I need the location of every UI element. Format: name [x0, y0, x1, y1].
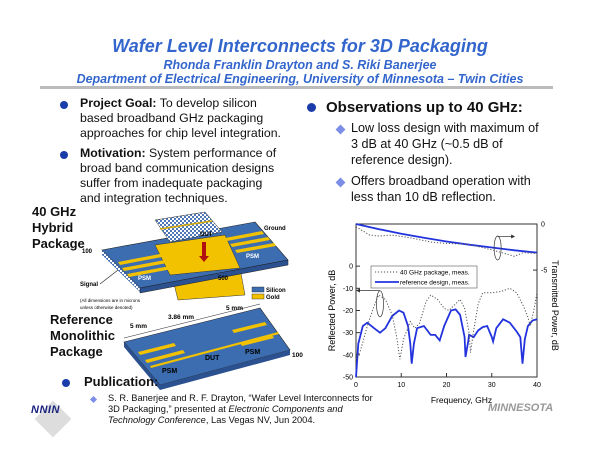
dimension-label: 100 [82, 249, 93, 255]
motivation-label: Motivation: [80, 146, 146, 160]
y-axis-label: Reflected Power, dB [327, 270, 337, 352]
text: suffer from inadequate packaging [80, 176, 263, 190]
reference-package-drawing: 5 mm 3.86 mm 5 mm 100 DUT PSM PSM [123, 303, 303, 390]
department: Department of Electrical Engineering, Un… [76, 72, 524, 86]
text: Hybrid [32, 220, 74, 235]
text: 3D Packaging,” presented at [108, 404, 229, 414]
text: broad band communication designs [80, 161, 275, 175]
legend-label: reference design, meas. [400, 280, 470, 287]
package-diagram: DUT PSM PSM Ground 100 500 Signal Silico… [80, 211, 303, 390]
reference-package-label: Reference Monolithic Package [50, 312, 115, 360]
poster-title: Wafer Level Interconnects for 3D Packagi… [112, 36, 488, 56]
text: Monolithic [50, 328, 115, 343]
arrow-icon [202, 242, 206, 256]
series-line [355, 287, 538, 360]
x-tick-label: 20 [443, 382, 451, 389]
text: Reference [50, 312, 113, 327]
hybrid-package-drawing: DUT PSM PSM Ground 100 500 Signal Silico… [80, 211, 289, 310]
minnesota-logo: MINNESOTA [488, 402, 554, 414]
series-line [355, 308, 538, 378]
note: unless otherwise denoted) [80, 305, 133, 310]
text: 40 GHz [32, 204, 77, 219]
dimension-label: 3.86 mm [168, 314, 194, 321]
observations-heading: Observations up to 40 GHz: [326, 99, 523, 116]
diamond-bullet-icon [89, 395, 98, 404]
arrow-icon [511, 234, 516, 239]
psm-label: PSM [162, 368, 177, 375]
arrow-icon [356, 288, 360, 293]
y-tick-label: -30 [343, 330, 353, 337]
legend-label: 40 GHz package, meas. [400, 270, 470, 277]
x-tick-label: 0 [354, 382, 358, 389]
text: , Las Vegas NV, Jun 2004. [205, 415, 316, 425]
text: Offers broadband operation with [351, 174, 531, 188]
psm-label: PSM [246, 254, 259, 260]
divider [40, 86, 553, 89]
dut-label: DUT [205, 355, 220, 362]
psm-label: PSM [138, 276, 151, 282]
publication-label: Publication: [84, 374, 159, 389]
authors: Rhonda Franklin Drayton and S. Riki Bane… [163, 58, 437, 72]
annotation-ellipse [493, 235, 502, 261]
legend-silicon: Silicon [266, 288, 286, 294]
text: Technology Conference [108, 415, 206, 425]
text: To develop silicon [159, 96, 257, 110]
text: and integration techniques. [80, 191, 228, 205]
text: less than 10 dB reflection. [351, 190, 496, 204]
diamond-bullet-icon [335, 124, 346, 135]
text: System performance of [149, 146, 277, 160]
hybrid-package-label: 40 GHz Hybrid Package [32, 204, 85, 252]
y2-tick-label: -5 [541, 268, 547, 275]
series-line [355, 223, 538, 254]
y-tick-label: -50 [343, 375, 353, 382]
annotation-ellipse [376, 290, 384, 318]
text: approaches for chip level integration. [80, 126, 281, 140]
y2-tick-label: 0 [541, 222, 545, 229]
bullet-icon [60, 101, 68, 109]
y-tick-label: 0 [349, 264, 353, 271]
y2-axis-label: Transmitted Power, dB [550, 260, 560, 351]
psm-label: PSM [245, 349, 260, 356]
dut-label: DUT [200, 232, 213, 238]
text: Package [50, 344, 103, 359]
observation-item: Offers broadband operation with less than… [351, 173, 531, 205]
observation-item: Low loss design with maximum of 3 dB at 4… [351, 120, 539, 168]
text: S. R. Banerjee and R. F. Drayton, “Wafer… [108, 393, 373, 403]
text: Low loss design with maximum of [351, 121, 539, 135]
dimension-label: 100 [292, 352, 303, 359]
ground-label: Ground [264, 226, 286, 232]
nnin-text: NNIN [31, 404, 60, 416]
x-axis-label: Frequency, GHz [431, 395, 492, 405]
project-goal: Project Goal: To develop silicon based b… [80, 96, 281, 141]
x-tick-label: 40 [533, 382, 541, 389]
dimension-label: 5 mm [130, 323, 147, 330]
x-tick-label: 10 [397, 382, 405, 389]
citation: S. R. Banerjee and R. F. Drayton, “Wafer… [108, 393, 373, 426]
legend-gold: Gold [266, 295, 280, 301]
x-tick-label: 30 [488, 382, 496, 389]
nnin-logo: NNIN [28, 398, 78, 438]
text: based broadband GHz packaging [80, 111, 264, 125]
text: 3 dB at 40 GHz (~0.5 dB of [351, 137, 503, 151]
signal-label: Signal [80, 282, 98, 288]
text: reference design). [351, 153, 453, 167]
dimension-label: 5 mm [226, 305, 243, 312]
dimension-label: 500 [218, 276, 229, 282]
bullet-icon [307, 103, 316, 112]
note: (All dimensions are in microns [80, 298, 141, 303]
bullet-icon [62, 379, 70, 387]
bullet-icon [60, 151, 68, 159]
y-tick-label: -20 [343, 308, 353, 315]
y-tick-label: -10 [343, 286, 353, 293]
goal-label: Project Goal: [80, 96, 157, 110]
diamond-bullet-icon [335, 177, 346, 188]
text: Electronic Components and [228, 404, 343, 414]
y-tick-label: -40 [343, 352, 353, 359]
text: Package [32, 236, 85, 251]
motivation: Motivation: System performance of broad … [80, 146, 276, 206]
